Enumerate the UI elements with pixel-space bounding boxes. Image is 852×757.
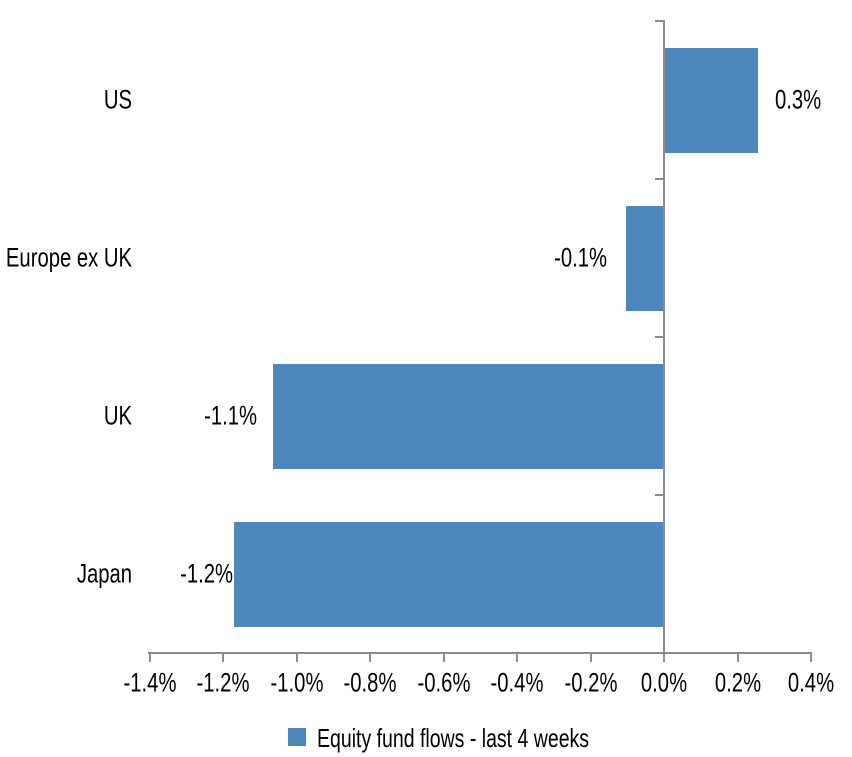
- x-axis-tick: [589, 654, 592, 662]
- data-label-us: 0.3%: [774, 84, 821, 115]
- x-axis-tick-label: -0.2%: [564, 667, 617, 698]
- bar-uk: [272, 363, 664, 469]
- bar-japan: [234, 521, 664, 627]
- data-label-uk: -1.1%: [204, 400, 257, 431]
- y-axis-tick: [655, 494, 663, 496]
- data-label-europe-ex-uk: -0.1%: [553, 242, 607, 273]
- category-axis-line: [148, 652, 812, 654]
- x-axis-tick: [663, 654, 665, 662]
- y-axis-tick: [655, 20, 663, 22]
- x-axis-tick: [369, 654, 371, 662]
- bar-us: [664, 47, 758, 153]
- legend-label: Equity fund flows - last 4 weeks: [317, 723, 590, 753]
- x-axis-tick-label: 0.0%: [640, 667, 688, 698]
- x-axis-tick-label: -0.8%: [343, 667, 397, 698]
- value-axis-line: [663, 20, 665, 654]
- x-axis-tick-label: -1.0%: [270, 667, 323, 698]
- category-label-uk: UK: [103, 400, 132, 431]
- y-axis-tick: [655, 178, 663, 180]
- category-label-japan: Japan: [76, 558, 132, 589]
- x-axis-tick-label: 0.4%: [787, 667, 835, 698]
- x-axis-tick: [736, 654, 739, 662]
- x-axis-tick-label: -0.4%: [490, 667, 544, 698]
- bar-europe-ex-uk: [625, 205, 664, 311]
- category-label-europe-ex-uk: Europe ex UK: [5, 242, 132, 273]
- x-axis-tick: [295, 654, 298, 662]
- x-axis-tick-label: -1.4%: [123, 667, 176, 698]
- x-axis-tick-label: 0.2%: [714, 667, 761, 698]
- y-axis-tick: [655, 336, 663, 338]
- legend-marker: [288, 728, 306, 746]
- x-axis-tick: [516, 654, 518, 662]
- x-axis-tick: [148, 654, 151, 662]
- x-axis-tick: [222, 654, 224, 662]
- category-label-us: US: [103, 84, 132, 115]
- x-axis-tick-label: -0.6%: [417, 667, 470, 698]
- data-label-japan: -1.2%: [180, 558, 234, 589]
- x-axis-tick: [442, 654, 445, 662]
- x-axis-tick-label: -1.2%: [196, 667, 250, 698]
- x-axis-tick: [810, 654, 812, 662]
